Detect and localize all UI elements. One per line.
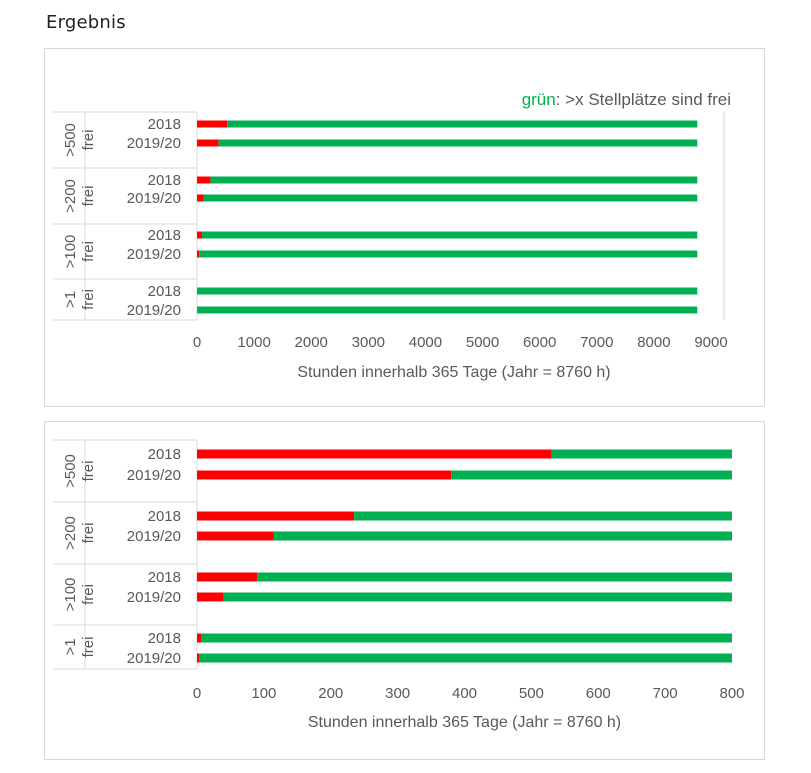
bar-green-1-0 — [210, 176, 698, 184]
x-tick-label: 9000 — [694, 334, 727, 351]
x-tick-label: 500 — [519, 685, 544, 702]
category-label-3-0: 2018 — [148, 283, 181, 300]
chart-2-svg: >500frei>200frei>100frei>1frei20182019/2… — [53, 439, 745, 731]
bar-green-3-0 — [197, 287, 698, 295]
group-label-line: >500 — [62, 123, 79, 157]
chart-panel-top: >500frei >200frei >100frei >1frei 2018 2019/2… — [44, 48, 765, 407]
category-label-2-1: 2019/20 — [127, 589, 181, 606]
bar-green-0-1 — [451, 470, 732, 480]
group-label-line: frei — [80, 523, 97, 544]
group-label-line: frei — [80, 186, 97, 207]
bar-red-1-1 — [197, 194, 204, 202]
bar-green-2-0 — [202, 231, 698, 239]
x-tick-label: 4000 — [409, 334, 442, 351]
group-label-line: >1 — [62, 638, 79, 655]
bar-green-3-0 — [201, 633, 732, 643]
x-tick-label: 800 — [719, 685, 744, 702]
category-label-1-1: 2019/20 — [127, 190, 181, 207]
bar-red-2-1 — [197, 592, 224, 602]
x-tick-label: 6000 — [523, 334, 556, 351]
group-label-line: frei — [80, 130, 97, 151]
category-label-0-1: 2019/20 — [127, 467, 181, 484]
x-tick-label: 700 — [653, 685, 678, 702]
bar-red-1-0 — [197, 176, 211, 184]
group-label-3: >1frei — [62, 637, 97, 658]
bar-green-0-0 — [551, 449, 732, 459]
category-label-0-0: 2018 — [148, 446, 181, 463]
x-tick-label: 7000 — [580, 334, 613, 351]
bar-red-1-0 — [197, 511, 355, 521]
x-tick-label: 8000 — [637, 334, 670, 351]
x-tick-label: 0 — [193, 685, 201, 702]
category-label-1-0: 2018 — [148, 508, 181, 525]
x-tick-label: 3000 — [352, 334, 385, 351]
x-tick-label: 300 — [385, 685, 410, 702]
x-tick-label: 2000 — [295, 334, 328, 351]
bar-red-0-0 — [197, 120, 228, 128]
category-label-2-0: 2018 — [148, 569, 181, 586]
group-label-3: >1frei — [62, 289, 97, 310]
x-axis-label: Stunden innerhalb 365 Tage (Jahr = 8760 … — [297, 364, 610, 381]
bar-red-3-1 — [197, 653, 200, 663]
group-label-line: >200 — [62, 516, 79, 550]
bar-green-0-1 — [218, 139, 698, 147]
group-label-0: >500frei — [62, 454, 97, 488]
bar-green-3-1 — [197, 306, 698, 314]
bar-red-0-1 — [197, 470, 452, 480]
chart-1-svg: >500frei>200frei>100frei>1frei20182019/2… — [53, 90, 731, 381]
category-label-0-1: 2019/20 — [127, 135, 181, 152]
bar-green-2-1 — [223, 592, 732, 602]
legend-annotation-text: : >x Stellplätze sind frei — [556, 90, 731, 109]
group-label-line: >100 — [62, 235, 79, 269]
bar-green-1-0 — [354, 511, 732, 521]
x-axis-label: Stunden innerhalb 365 Tage (Jahr = 8760 … — [308, 714, 621, 731]
bar-green-1-1 — [273, 531, 732, 541]
group-label-line: >200 — [62, 179, 79, 213]
group-label-0: >500frei — [62, 123, 97, 157]
group-label-line: >1 — [62, 291, 79, 308]
bar-red-2-1 — [197, 250, 200, 258]
group-label-line: frei — [80, 289, 97, 310]
bar-green-3-1 — [199, 653, 733, 663]
category-label-1-1: 2019/20 — [127, 528, 181, 545]
x-tick-label: 400 — [452, 685, 477, 702]
group-label-line: frei — [80, 241, 97, 262]
bar-red-1-1 — [197, 531, 274, 541]
legend-annotation-green-word: grün — [522, 90, 556, 109]
bar-green-0-0 — [227, 120, 698, 128]
bar-green-2-0 — [257, 572, 732, 582]
category-label-3-0: 2018 — [148, 630, 181, 647]
category-label-3-1: 2019/20 — [127, 302, 181, 319]
bar-green-1-1 — [203, 194, 698, 202]
page-heading: Ergebnis — [46, 12, 126, 33]
x-tick-label: 5000 — [466, 334, 499, 351]
group-label-line: >500 — [62, 454, 79, 488]
chart-panel-bottom: >500frei >200frei >100frei >1frei 2018 2019/2… — [44, 421, 765, 760]
category-label-1-0: 2018 — [148, 172, 181, 189]
group-label-2: >100frei — [62, 578, 97, 612]
bar-red-2-0 — [197, 231, 203, 239]
group-label-line: frei — [80, 461, 97, 482]
x-tick-label: 1000 — [237, 334, 270, 351]
bar-green-2-1 — [199, 250, 698, 258]
group-label-1: >200frei — [62, 179, 97, 213]
group-label-line: frei — [80, 637, 97, 658]
group-label-line: frei — [80, 584, 97, 605]
bar-red-0-0 — [197, 449, 552, 459]
bar-red-0-1 — [197, 139, 219, 147]
category-label-3-1: 2019/20 — [127, 650, 181, 667]
group-label-2: >100frei — [62, 235, 97, 269]
category-label-2-0: 2018 — [148, 227, 181, 244]
category-label-2-1: 2019/20 — [127, 246, 181, 263]
x-tick-label: 100 — [251, 685, 276, 702]
legend-annotation: grün: >x Stellplätze sind frei — [522, 90, 731, 109]
x-tick-label: 0 — [193, 334, 201, 351]
bar-red-2-0 — [197, 572, 258, 582]
group-label-line: >100 — [62, 578, 79, 612]
x-tick-label: 600 — [586, 685, 611, 702]
bar-red-3-0 — [197, 633, 202, 643]
x-tick-label: 200 — [318, 685, 343, 702]
group-label-1: >200frei — [62, 516, 97, 550]
category-label-0-0: 2018 — [148, 116, 181, 133]
